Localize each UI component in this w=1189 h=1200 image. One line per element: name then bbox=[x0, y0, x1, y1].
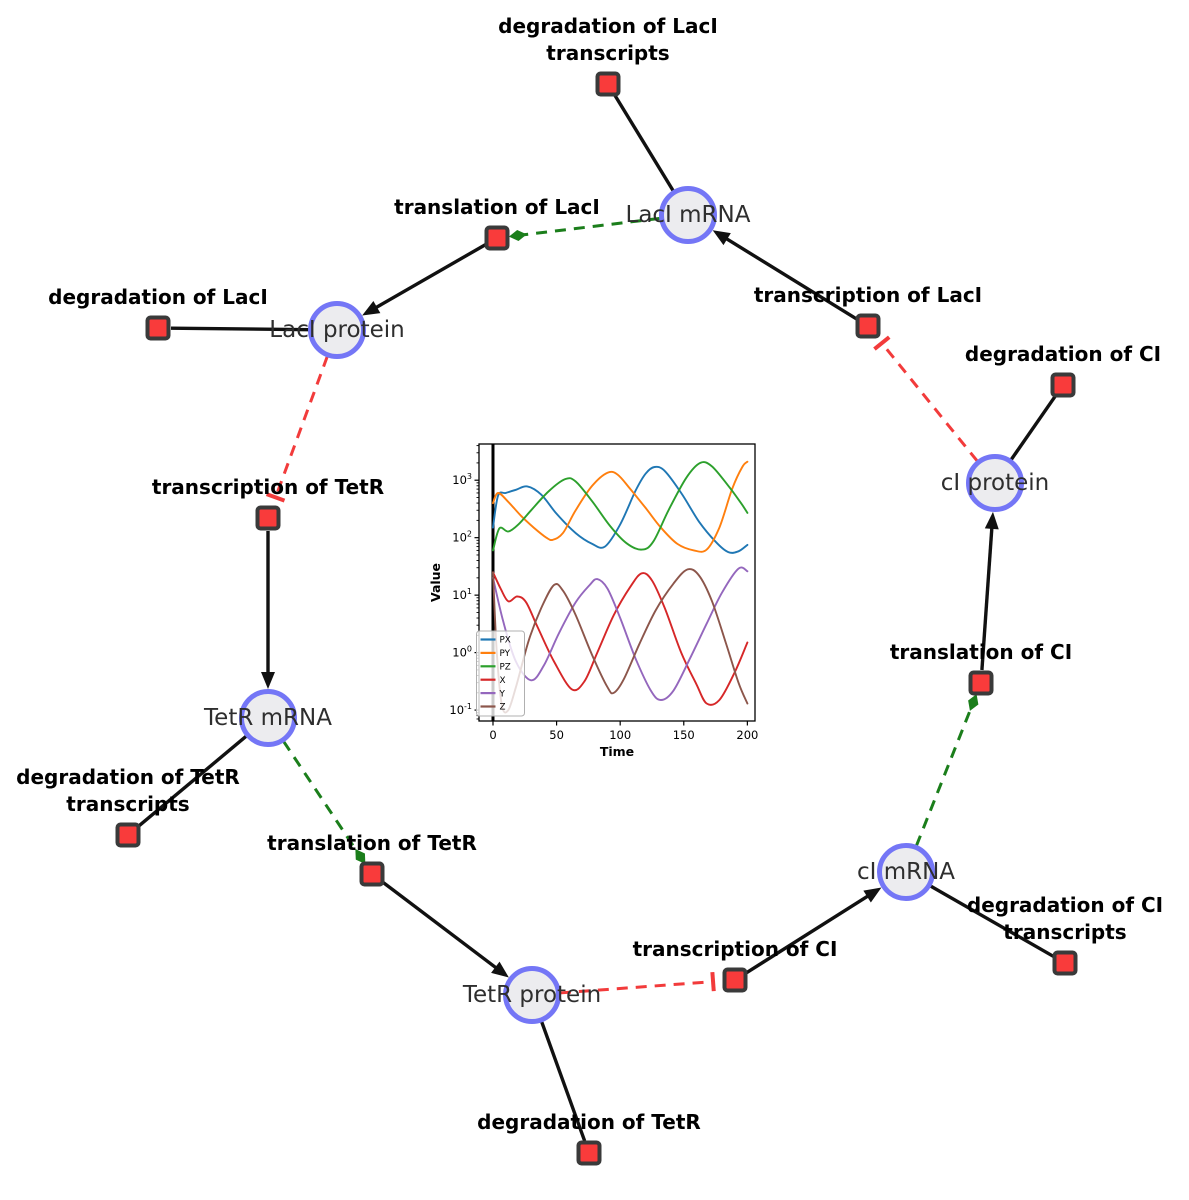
species-node-tetr-protein[interactable] bbox=[503, 966, 561, 1024]
reaction-node-transl-tetr[interactable] bbox=[359, 861, 385, 887]
y-axis-label: Value bbox=[430, 563, 443, 602]
edge-ci-protein-to-deg-ci bbox=[1009, 394, 1057, 461]
edge-txn-ci-to-ci-mrna bbox=[745, 893, 871, 975]
series-line-Z bbox=[492, 568, 749, 714]
species-node-ci-mrna[interactable] bbox=[877, 843, 935, 901]
chart-panel: 0 50 100 150 200 10-1 100 101 102 103 Time Value PX P… bbox=[428, 428, 775, 763]
edge-transl-ci-to-ci-protein bbox=[980, 525, 994, 671]
arrowhead-icon bbox=[362, 301, 381, 316]
y-tick-label: 100 bbox=[452, 645, 472, 660]
edge-laci-mrna-to-transl-laci bbox=[522, 216, 661, 237]
edge-tetr-protein-to-txn-ci bbox=[559, 980, 708, 995]
edge-txn-laci-to-laci-mrna bbox=[723, 236, 858, 321]
inhibition-tee-icon bbox=[873, 335, 891, 351]
reaction-node-deg-laci[interactable] bbox=[145, 315, 171, 341]
series-line-X bbox=[492, 571, 749, 706]
reaction-node-deg-laci-tx[interactable] bbox=[595, 71, 621, 97]
series-line-PZ bbox=[492, 461, 749, 552]
edge-ci-mrna-to-transl-ci bbox=[914, 706, 973, 847]
edge-transl-laci-to-laci-protein bbox=[373, 243, 487, 311]
edge-ci-mrna-to-deg-ci-tx bbox=[929, 884, 1055, 959]
x-tick-label: 200 bbox=[736, 728, 758, 742]
legend-label-PX: PX bbox=[500, 636, 511, 646]
modifier-diamond-icon bbox=[508, 230, 527, 241]
legend-label-PY: PY bbox=[500, 649, 511, 659]
reaction-node-deg-ci-tx[interactable] bbox=[1052, 950, 1078, 976]
y-tick-label: 10-1 bbox=[449, 702, 472, 717]
inhibition-tee-icon bbox=[710, 971, 716, 992]
edge-ci-protein-to-txn-laci bbox=[884, 346, 979, 463]
reaction-node-txn-laci[interactable] bbox=[855, 313, 881, 339]
series-line-Y bbox=[492, 566, 749, 701]
arrowhead-icon bbox=[261, 672, 275, 689]
y-tick-label: 103 bbox=[452, 472, 472, 487]
axes-frame bbox=[478, 443, 756, 722]
edge-transl-tetr-to-tetr-protein bbox=[381, 880, 499, 971]
edge-laci-protein-to-deg-laci bbox=[170, 326, 310, 332]
arrowhead-icon bbox=[712, 230, 731, 246]
edge-tetr-protein-to-deg-tetr bbox=[539, 1020, 587, 1142]
simulation-chart: 0 50 100 150 200 10-1 100 101 102 103 Time Value PX P… bbox=[428, 443, 758, 759]
reaction-node-deg-tetr[interactable] bbox=[576, 1140, 602, 1166]
reaction-node-transl-laci[interactable] bbox=[484, 225, 510, 251]
arrowhead-icon bbox=[984, 511, 999, 530]
x-tick-label: 0 bbox=[489, 728, 496, 742]
inhibition-tee-icon bbox=[265, 492, 286, 503]
legend-label-Z: Z bbox=[500, 703, 506, 713]
arrowhead-icon bbox=[863, 887, 882, 903]
series-line-PY bbox=[492, 460, 749, 553]
edge-tetr-mrna-to-transl-tetr bbox=[282, 740, 359, 854]
legend-label-X: X bbox=[500, 676, 506, 686]
edge-laci-mrna-to-deg-laci-tx bbox=[613, 94, 675, 192]
series-line-PX bbox=[492, 465, 749, 554]
reaction-node-txn-ci[interactable] bbox=[722, 967, 748, 993]
species-node-laci-protein[interactable] bbox=[308, 301, 366, 359]
legend-label-PZ: PZ bbox=[500, 663, 511, 673]
legend-label-Y: Y bbox=[499, 689, 506, 699]
modifier-diamond-icon bbox=[968, 694, 979, 711]
x-tick-label: 150 bbox=[673, 728, 695, 742]
arrowhead-icon bbox=[491, 961, 509, 978]
x-tick-label: 100 bbox=[609, 728, 631, 742]
species-node-laci-mrna[interactable] bbox=[659, 186, 717, 244]
x-axis-label: Time bbox=[600, 744, 634, 759]
edge-laci-protein-to-txn-tetr bbox=[276, 355, 329, 493]
reaction-node-txn-tetr[interactable] bbox=[255, 505, 281, 531]
x-tick-label: 50 bbox=[549, 728, 564, 742]
y-tick-label: 101 bbox=[452, 587, 472, 602]
reaction-node-deg-ci[interactable] bbox=[1050, 372, 1076, 398]
modifier-diamond-icon bbox=[355, 849, 366, 865]
reaction-node-deg-tetr-tx[interactable] bbox=[115, 822, 141, 848]
y-tick-label: 102 bbox=[452, 530, 472, 545]
species-node-ci-protein[interactable] bbox=[966, 454, 1024, 512]
edge-tetr-mrna-to-deg-tetr-tx bbox=[136, 734, 248, 828]
species-node-tetr-mrna[interactable] bbox=[239, 689, 297, 747]
reaction-node-transl-ci[interactable] bbox=[968, 670, 994, 696]
